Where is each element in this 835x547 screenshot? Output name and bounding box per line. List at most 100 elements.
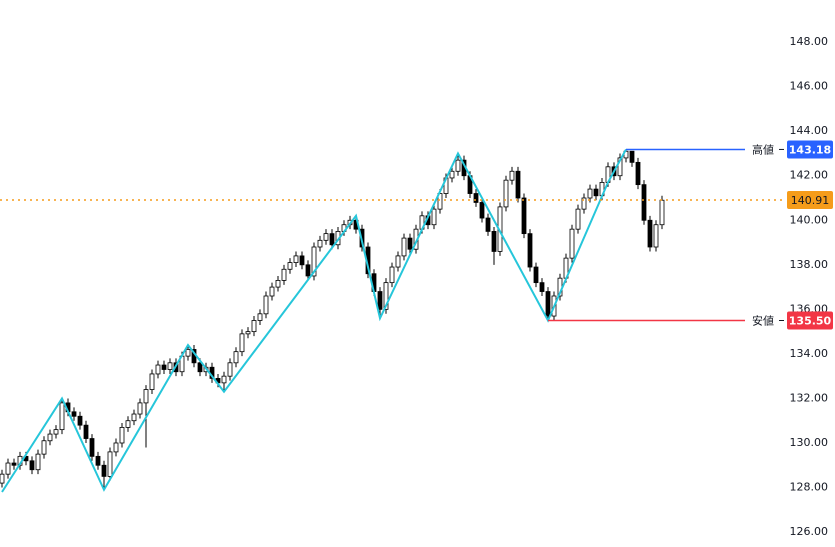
candle-body: [41, 440, 47, 455]
level-value: 135.50: [789, 314, 832, 327]
candle-body: [473, 193, 479, 203]
candle-body: [233, 351, 239, 364]
candle-body: [479, 202, 485, 219]
candle-body: [29, 460, 35, 471]
candle-body: [539, 282, 545, 292]
candle-body: [0, 473, 5, 484]
candle-body: [659, 199, 665, 226]
candle-body: [641, 184, 647, 221]
candle-body: [323, 233, 329, 241]
candle-body: [161, 364, 167, 370]
candle-body: [491, 231, 497, 252]
candle-body: [389, 266, 395, 284]
candle-body: [617, 157, 623, 177]
y-tick-label: 128.00: [790, 481, 829, 494]
candle-body: [131, 413, 137, 422]
last-price-label: 140.91: [791, 194, 830, 207]
candle-body: [521, 197, 527, 235]
candle-body: [299, 255, 305, 266]
level-badge: [787, 311, 833, 330]
last-price-badge: [787, 191, 833, 210]
candle-body: [137, 402, 143, 415]
y-tick-label: 138.00: [790, 258, 829, 271]
candle-body: [383, 282, 389, 310]
candle-body: [377, 291, 383, 310]
y-tick-label: 148.00: [790, 35, 829, 48]
candle-body: [485, 217, 491, 232]
y-tick-label: 126.00: [790, 525, 829, 538]
candle-body: [545, 291, 551, 317]
candle-body: [593, 188, 599, 197]
candle-body: [149, 373, 155, 390]
candle-body: [269, 286, 275, 297]
candle-body: [35, 453, 41, 471]
candle-body: [185, 349, 191, 357]
y-tick-label: 144.00: [790, 124, 829, 137]
candle-body: [257, 313, 263, 321]
candle-body: [227, 362, 233, 377]
candle-body: [59, 402, 65, 431]
candle-body: [515, 170, 521, 199]
candle-body: [647, 219, 653, 248]
candle-body: [395, 255, 401, 268]
candle-body: [83, 424, 89, 439]
candle-body: [305, 264, 311, 277]
candle-body: [275, 280, 281, 288]
candle-body: [635, 161, 641, 186]
y-tick-label: 134.00: [790, 347, 829, 360]
candle-body: [401, 237, 407, 257]
candle-body: [47, 433, 53, 442]
candle-body: [293, 255, 299, 263]
candle-body: [587, 188, 593, 199]
candle-body: [629, 150, 635, 163]
candle-body: [101, 464, 107, 477]
candle-body: [107, 451, 113, 477]
candle-body: [287, 262, 293, 270]
candle-body: [329, 233, 335, 246]
candle-body: [575, 208, 581, 230]
y-tick-label: 146.00: [790, 80, 829, 93]
candle-body: [77, 415, 83, 426]
level-name: 高値: [752, 142, 774, 156]
level-badge: [787, 140, 833, 159]
level-name: 安値: [752, 313, 774, 327]
candle-body: [197, 362, 203, 373]
candle-body: [89, 438, 95, 457]
candle-body: [569, 228, 575, 259]
y-tick-label: 132.00: [790, 391, 829, 404]
candle-body: [119, 426, 125, 444]
candle-body: [317, 239, 323, 248]
candle-body: [455, 159, 461, 172]
candle-body: [449, 170, 455, 179]
candle-body: [263, 295, 269, 315]
candle-body: [143, 389, 149, 404]
zigzag-line: [1, 148, 627, 493]
candle-body: [155, 364, 161, 375]
y-tick-label: 130.00: [790, 436, 829, 449]
candle-body: [11, 462, 17, 466]
level-value: 143.18: [789, 143, 831, 156]
candle-body: [311, 246, 317, 277]
candle-body: [113, 442, 119, 453]
candle-body: [5, 462, 11, 475]
candle-body: [431, 208, 437, 226]
candle-body: [407, 237, 413, 250]
candle-body: [239, 333, 245, 353]
candle-body: [503, 179, 509, 208]
candle-body: [653, 224, 659, 248]
candle-body: [245, 331, 251, 335]
candle-body: [167, 362, 173, 370]
y-tick-label: 140.00: [790, 213, 829, 226]
candle-body: [251, 320, 257, 333]
candle-body: [527, 233, 533, 268]
candle-body: [125, 420, 131, 428]
candle-body: [281, 268, 287, 281]
candle-body: [221, 375, 227, 384]
y-tick-label: 142.00: [790, 169, 829, 182]
candle-body: [581, 197, 587, 210]
candle-body: [53, 429, 59, 435]
candle-body: [95, 455, 101, 466]
candle-body: [533, 266, 539, 284]
candle-body: [509, 170, 515, 181]
